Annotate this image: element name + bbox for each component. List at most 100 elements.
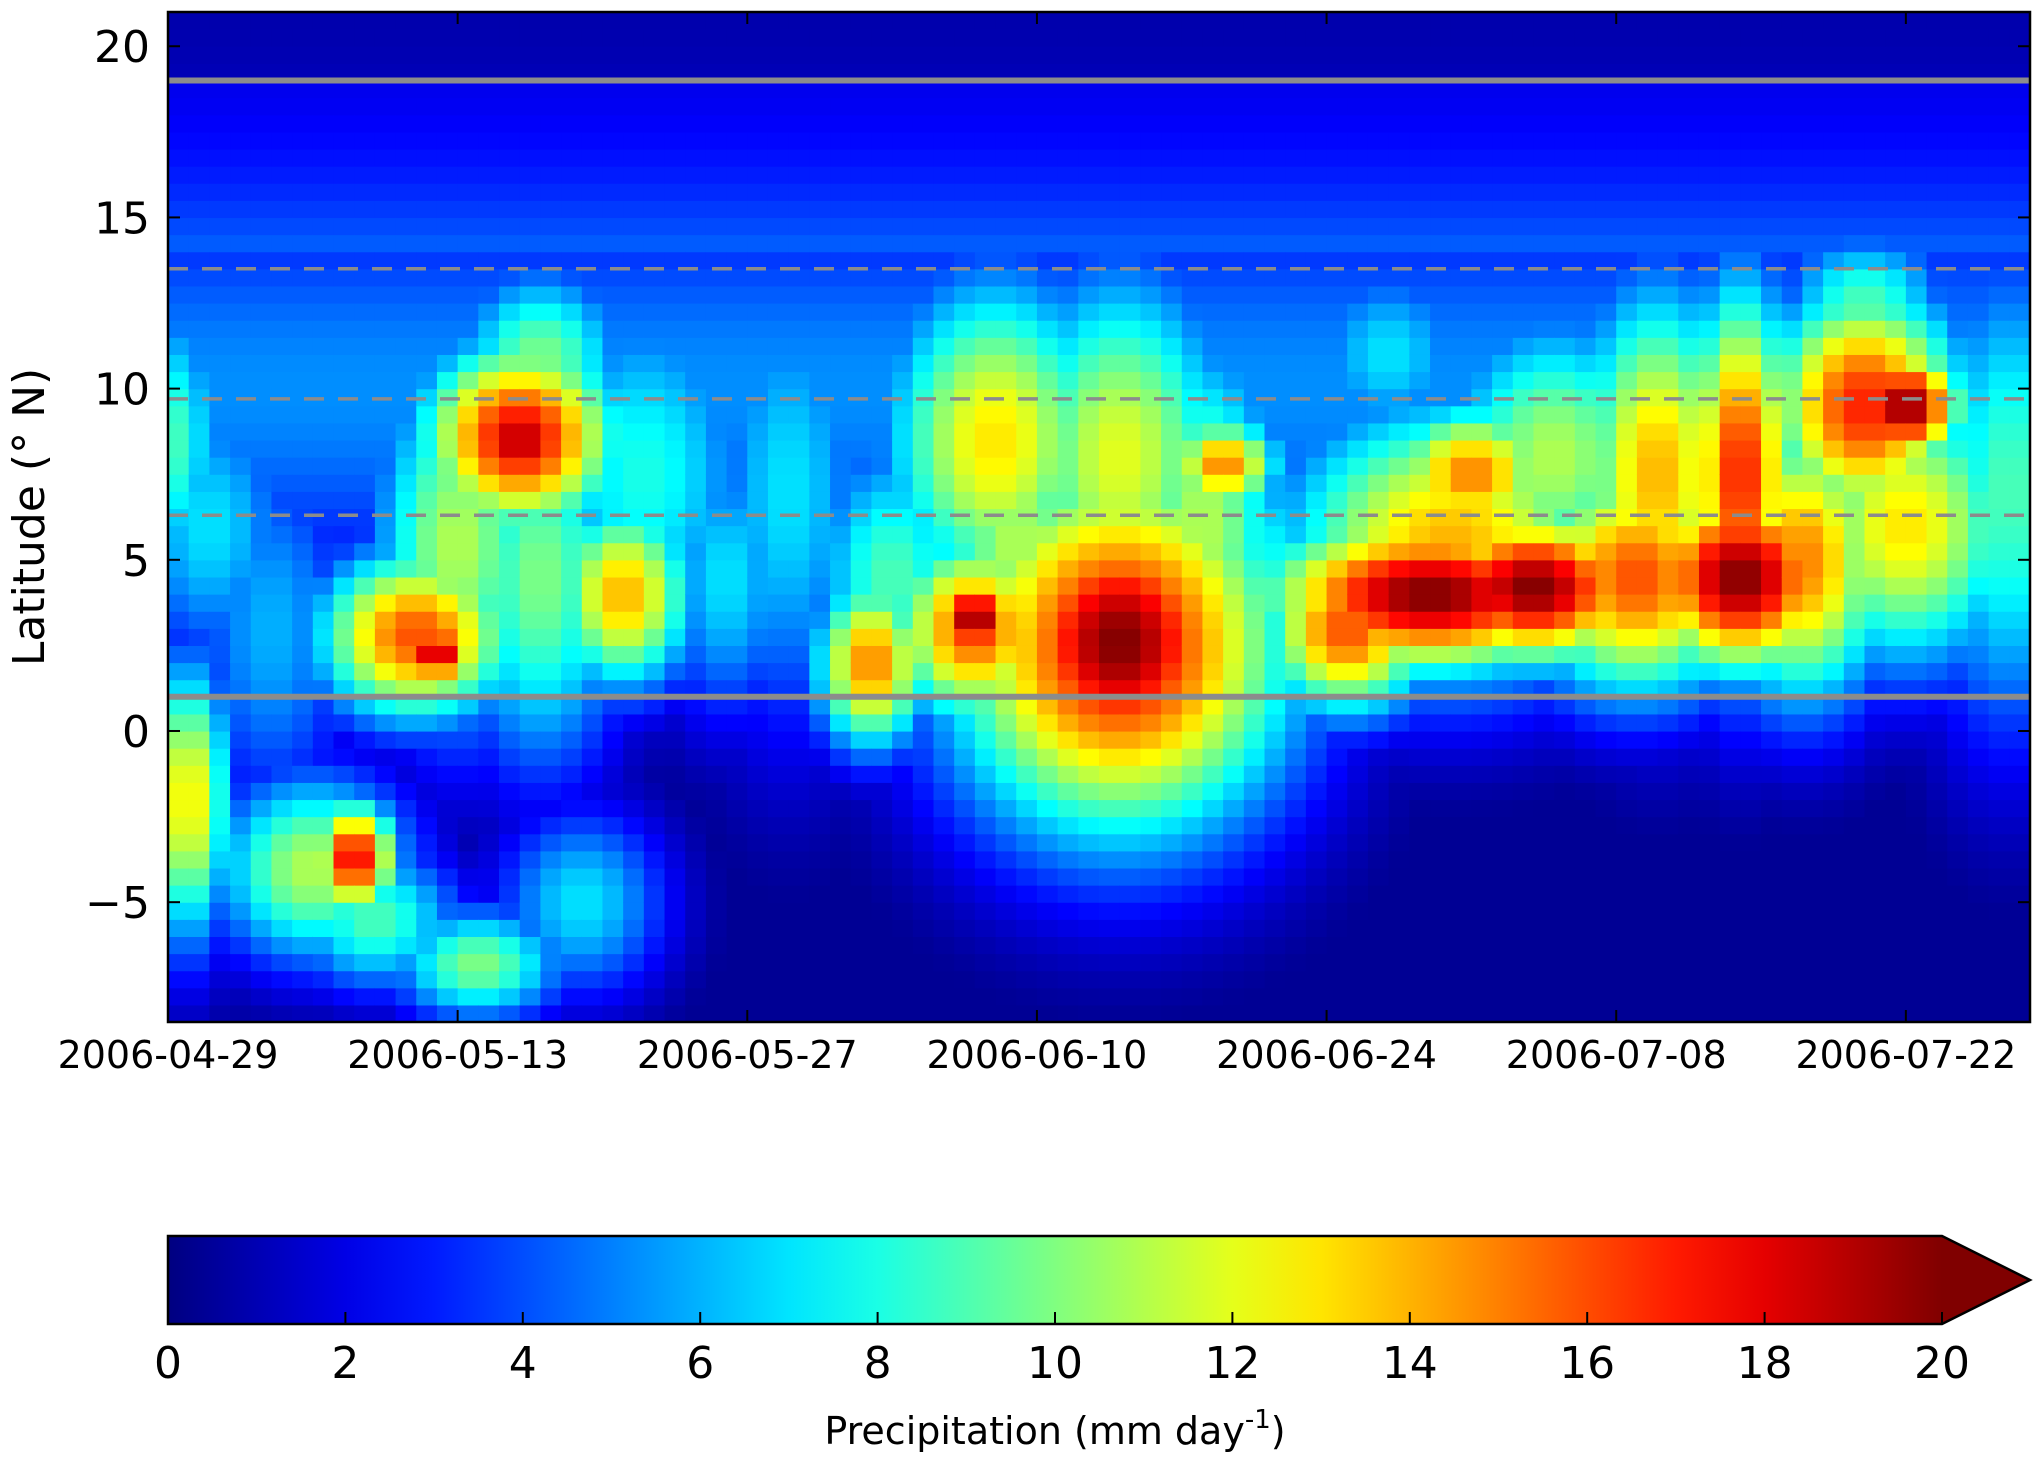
heatmap-cell [209, 850, 231, 869]
heatmap-cell [457, 645, 479, 664]
heatmap-cell [933, 936, 955, 955]
heatmap-cell [333, 29, 355, 47]
heatmap-cell [436, 474, 459, 492]
heatmap-cell [1492, 696, 1514, 715]
heatmap-cell [726, 730, 748, 749]
heatmap-cell [499, 782, 521, 801]
heatmap-cell [1099, 29, 1121, 47]
heatmap-cell [1761, 611, 1783, 629]
heatmap-cell [499, 576, 521, 595]
heatmap-cell [850, 508, 873, 527]
heatmap-cell [1657, 970, 1679, 989]
heatmap-cell [1843, 936, 1866, 955]
heatmap-cell [1161, 200, 1183, 219]
heatmap-cell [912, 679, 935, 698]
heatmap-cell [788, 850, 810, 869]
heatmap-cell [643, 337, 666, 355]
heatmap-cell [1016, 371, 1038, 390]
heatmap-cell [726, 166, 748, 184]
heatmap-cell [1202, 542, 1224, 561]
heatmap-cell [1574, 268, 1597, 287]
heatmap-cell [436, 576, 459, 595]
heatmap-cell [1533, 337, 1555, 355]
heatmap-cell [1719, 63, 1741, 82]
heatmap-cell [1057, 559, 1079, 578]
heatmap-cell [726, 337, 748, 355]
heatmap-cell [1409, 902, 1431, 920]
heatmap-cell [1264, 114, 1286, 133]
heatmap-cell [478, 217, 500, 236]
heatmap-cell [1264, 782, 1286, 801]
heatmap-cell [1119, 439, 1141, 458]
heatmap-cell [1492, 867, 1514, 886]
heatmap-cell [1078, 628, 1100, 646]
heatmap-cell [1016, 885, 1038, 903]
heatmap-cell [1905, 713, 1928, 732]
heatmap-cell [1326, 422, 1348, 441]
heatmap-cell [1864, 559, 1886, 578]
heatmap-cell [912, 885, 935, 903]
heatmap-cell [1636, 217, 1659, 236]
heatmap-cell [333, 782, 355, 801]
heatmap-cell [395, 508, 417, 527]
heatmap-cell [1471, 953, 1493, 972]
heatmap-cell [1512, 833, 1535, 852]
heatmap-cell [892, 251, 914, 270]
heatmap-cell [1678, 953, 1700, 972]
heatmap-cell [519, 200, 541, 219]
heatmap-cell [1099, 422, 1121, 441]
heatmap-cell [1595, 987, 1617, 1006]
heatmap-cell [685, 422, 707, 441]
heatmap-cell [519, 388, 541, 407]
heatmap-cell [1450, 303, 1472, 321]
heatmap-cell [830, 491, 852, 510]
heatmap-cell [1636, 594, 1659, 612]
heatmap-cell [1202, 850, 1224, 869]
heatmap-cell [540, 217, 562, 236]
heatmap-cell [250, 200, 273, 219]
heatmap-cell [250, 576, 273, 595]
heatmap-cell [416, 405, 438, 424]
heatmap-cell [643, 183, 666, 201]
heatmap-cell [1161, 970, 1183, 989]
heatmap-cell [788, 594, 810, 612]
heatmap-cell [1554, 200, 1576, 219]
heatmap-cell [499, 1004, 521, 1022]
heatmap-cell [519, 491, 541, 510]
heatmap-cell [292, 902, 314, 920]
heatmap-cell [230, 183, 252, 201]
heatmap-cell [747, 679, 769, 698]
heatmap-cell [230, 816, 252, 835]
heatmap-cell [1885, 713, 1907, 732]
heatmap-cell [416, 131, 438, 150]
heatmap-cell [1595, 217, 1617, 236]
heatmap-cell [209, 1004, 231, 1022]
heatmap-cell [1698, 200, 1721, 219]
heatmap-cell [933, 12, 955, 30]
heatmap-cell [1471, 713, 1493, 732]
heatmap-cell [1036, 953, 1059, 972]
heatmap-cell [1492, 628, 1514, 646]
heatmap-cell [1347, 63, 1369, 82]
heatmap-cell [974, 885, 997, 903]
heatmap-cell [1781, 474, 1804, 492]
heatmap-cell [830, 799, 852, 818]
heatmap-cell [1554, 936, 1576, 955]
heatmap-cell [1616, 628, 1638, 646]
heatmap-cell [1719, 679, 1741, 698]
heatmap-cell [1119, 765, 1141, 783]
heatmap-cell [623, 525, 645, 544]
heatmap-cell [354, 405, 376, 424]
heatmap-cell [1864, 970, 1886, 989]
heatmap-cell [312, 508, 335, 527]
heatmap-cell [292, 748, 314, 766]
heatmap-cell [747, 320, 769, 338]
heatmap-cell [1595, 166, 1617, 184]
heatmap-cell [519, 63, 541, 82]
heatmap-cell [912, 114, 935, 133]
heatmap-cell [271, 234, 293, 253]
heatmap-cell [1740, 611, 1762, 629]
heatmap-cell [1885, 782, 1907, 801]
heatmap-cell [1326, 662, 1348, 681]
heatmap-cell [995, 645, 1017, 664]
